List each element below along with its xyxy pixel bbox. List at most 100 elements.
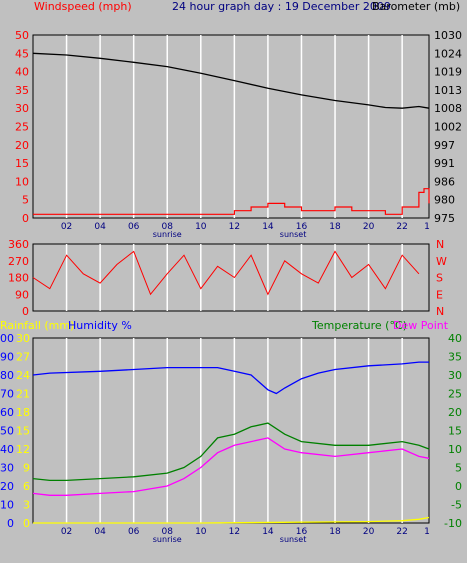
x-tick-label: 22 (396, 527, 407, 537)
rainfall-tick: 18 (16, 406, 30, 419)
humidity-tick: 30 (0, 462, 14, 475)
humidity-tick: 20 (0, 480, 14, 493)
x-tick-label: 16 (296, 527, 308, 537)
barometer-tick: 980 (434, 194, 455, 207)
direction-tick: 270 (8, 255, 29, 268)
windspeed-line (33, 188, 430, 215)
compass-label: N (436, 238, 444, 251)
rainfall-tick: 0 (23, 517, 30, 530)
x-tick-label: 04 (94, 222, 106, 232)
dewpoint-header: Dew Point (393, 319, 449, 332)
compass-label: S (436, 272, 443, 285)
wind-direction-line (32, 250, 420, 296)
direction-tick: 180 (8, 272, 29, 285)
windspeed-tick: 15 (15, 157, 29, 170)
x-tick-label: 18 (329, 527, 341, 537)
rainfall-tick: 24 (16, 369, 30, 382)
sunset-label: sunset (280, 230, 307, 239)
temperature-tick: 20 (448, 406, 462, 419)
rainfall-tick: 9 (23, 462, 30, 475)
rainfall-tick: 12 (16, 443, 30, 456)
barometer-tick: 1030 (434, 29, 462, 42)
sunrise-label: sunrise (153, 230, 182, 239)
x-tick-label: 14 (262, 222, 274, 232)
wind-baro-plot (32, 34, 430, 219)
x-tick-label: 18 (329, 222, 341, 232)
x-tick-label: 04 (94, 527, 106, 537)
temperature-tick: 40 (448, 332, 462, 345)
barometer-tick: 1024 (434, 47, 462, 60)
humidity-line (32, 361, 429, 395)
x-tick-label: 08 (162, 527, 174, 537)
windspeed-header: Windspeed (mph) (34, 0, 132, 13)
sunset-label: sunset (280, 535, 307, 544)
windspeed-tick: 30 (15, 102, 29, 115)
humidity-tick: 100 (0, 332, 14, 345)
x-tick-label: 06 (128, 222, 140, 232)
barometer-tick: 997 (434, 139, 455, 152)
barometer-tick: 1002 (434, 121, 462, 134)
rainfall-tick: 27 (16, 351, 30, 364)
x-tick-label: 02 (61, 527, 72, 537)
temperature-tick: 10 (448, 443, 462, 456)
temperature-header: Temperature (°C) (312, 319, 407, 332)
direction-tick: 0 (22, 305, 29, 318)
barometer-tick: 1008 (434, 102, 462, 115)
humidity-tick: 50 (0, 425, 14, 438)
rainfall-line (33, 516, 430, 524)
sunrise-label: sunrise (153, 535, 182, 544)
barometer-tick: 1019 (434, 66, 462, 79)
compass-label: E (436, 288, 443, 301)
windspeed-tick: 5 (22, 194, 29, 207)
barometer-tick: 986 (434, 175, 455, 188)
humidity-temp-plot (32, 337, 430, 524)
temperature-tick: 15 (448, 425, 462, 438)
temperature-tick: 30 (448, 369, 462, 382)
barometer-tick: 991 (434, 157, 455, 170)
rainfall-tick: 3 (23, 499, 30, 512)
humidity-tick: 60 (0, 406, 14, 419)
x-tick-label: 10 (195, 222, 207, 232)
rainfall-tick: 6 (23, 480, 30, 493)
barometer-tick: 1013 (434, 84, 462, 97)
x-tick-label: 14 (262, 527, 274, 537)
x-tick-label: 22 (396, 222, 407, 232)
humidity-tick: 40 (0, 443, 14, 456)
humidity-tick: 10 (0, 499, 14, 512)
x-tick-label: 06 (128, 527, 140, 537)
windspeed-tick: 50 (15, 29, 29, 42)
temperature-tick: -10 (444, 517, 462, 530)
temperature-tick: 25 (448, 388, 462, 401)
temperature-tick: 35 (448, 351, 462, 364)
x-tick-label: 1 (424, 222, 430, 232)
barometer-line (32, 52, 430, 109)
x-tick-label: 12 (229, 527, 240, 537)
windspeed-tick: 45 (15, 47, 29, 60)
rainfall-tick: 30 (16, 332, 30, 345)
temperature-tick: 0 (455, 480, 462, 493)
x-tick-label: 1 (424, 527, 430, 537)
temperature-line (32, 422, 430, 482)
rainfall-header: Rainfall (mm) (0, 319, 75, 332)
windspeed-tick: 35 (15, 84, 29, 97)
humidity-tick: 70 (0, 388, 14, 401)
rainfall-tick: 15 (16, 425, 30, 438)
temperature-tick: -5 (451, 499, 462, 512)
barometer-header: Barometer (mb) (372, 0, 461, 13)
windspeed-tick: 25 (15, 121, 29, 134)
graph-title: 24 hour graph day : 19 December 2009 (172, 0, 391, 13)
x-tick-label: 20 (363, 527, 375, 537)
x-tick-label: 10 (195, 527, 207, 537)
compass-label: W (436, 255, 447, 268)
windspeed-tick: 20 (15, 139, 29, 152)
temperature-tick: 5 (455, 462, 462, 475)
direction-plot (32, 243, 430, 312)
x-tick-label: 02 (61, 222, 72, 232)
windspeed-tick: 0 (22, 212, 29, 225)
compass-label: N (436, 305, 444, 318)
barometer-tick: 975 (434, 212, 455, 225)
x-tick-label: 12 (229, 222, 240, 232)
direction-tick: 360 (8, 238, 29, 251)
windspeed-tick: 10 (15, 175, 29, 188)
